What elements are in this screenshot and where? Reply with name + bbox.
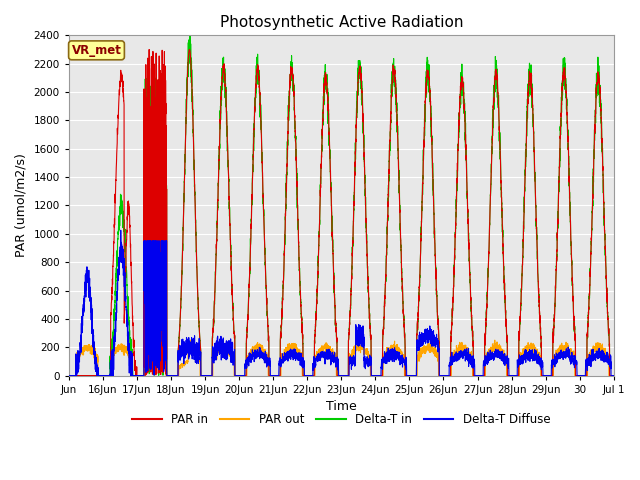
Text: VR_met: VR_met [72,44,122,57]
Title: Photosynthetic Active Radiation: Photosynthetic Active Radiation [220,15,463,30]
Y-axis label: PAR (umol/m2/s): PAR (umol/m2/s) [15,154,28,257]
X-axis label: Time: Time [326,400,356,413]
Legend: PAR in, PAR out, Delta-T in, Delta-T Diffuse: PAR in, PAR out, Delta-T in, Delta-T Dif… [127,408,555,431]
